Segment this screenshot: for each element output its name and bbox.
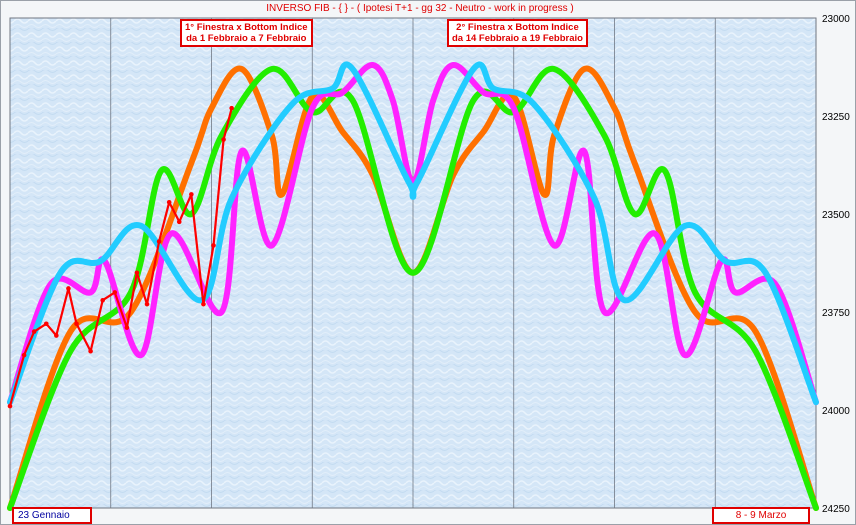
series-line-3	[7, 62, 819, 406]
price-point	[176, 219, 182, 225]
price-point	[43, 321, 49, 327]
price-point	[31, 329, 37, 334]
y-tick-label: 24000	[822, 406, 850, 417]
y-tick-label: 23750	[822, 308, 850, 319]
series-line-4	[7, 61, 819, 406]
y-tick-label: 24250	[822, 504, 850, 515]
series-line-2	[7, 65, 819, 511]
end-date-label: 8 - 9 Marzo	[712, 507, 810, 524]
annotation-first-window-line2: da 1 Febbraio a 7 Febbraio	[186, 33, 307, 44]
price-point	[156, 239, 162, 244]
price-point	[54, 333, 59, 338]
price-point	[66, 286, 71, 291]
price-point	[112, 290, 118, 295]
y-tick-label: 23500	[822, 210, 850, 221]
price-point	[134, 270, 140, 276]
plot-border	[9, 17, 817, 509]
price-point	[124, 325, 130, 330]
annotation-second-window-line1: 2° Finestra x Bottom Indice	[456, 22, 579, 33]
price-point	[221, 137, 226, 142]
price-point	[21, 352, 27, 358]
price-point	[166, 199, 172, 205]
price-point	[189, 192, 194, 197]
annotation-first-window-line1: 1° Finestra x Bottom Indice	[185, 22, 308, 33]
annotation-second-window-line2: da 14 Febbraio a 19 Febbraio	[452, 33, 583, 44]
price-point	[88, 348, 93, 354]
price-point	[229, 105, 234, 111]
annotation-second-window: 2° Finestra x Bottom Indice da 14 Febbra…	[447, 19, 588, 47]
chart-title: INVERSO FIB - { } - ( Ipotesi T+1 - gg 3…	[266, 3, 574, 14]
y-tick-label: 23000	[822, 14, 850, 25]
price-point	[211, 243, 216, 248]
start-date-label: 23 Gennaio	[12, 507, 92, 524]
price-point	[100, 297, 105, 303]
price-point	[201, 301, 206, 307]
price-point	[7, 403, 13, 409]
annotation-first-window: 1° Finestra x Bottom Indice da 1 Febbrai…	[180, 19, 313, 47]
price-point	[144, 301, 150, 307]
price-point	[74, 321, 79, 327]
y-tick-label: 23250	[822, 112, 850, 123]
